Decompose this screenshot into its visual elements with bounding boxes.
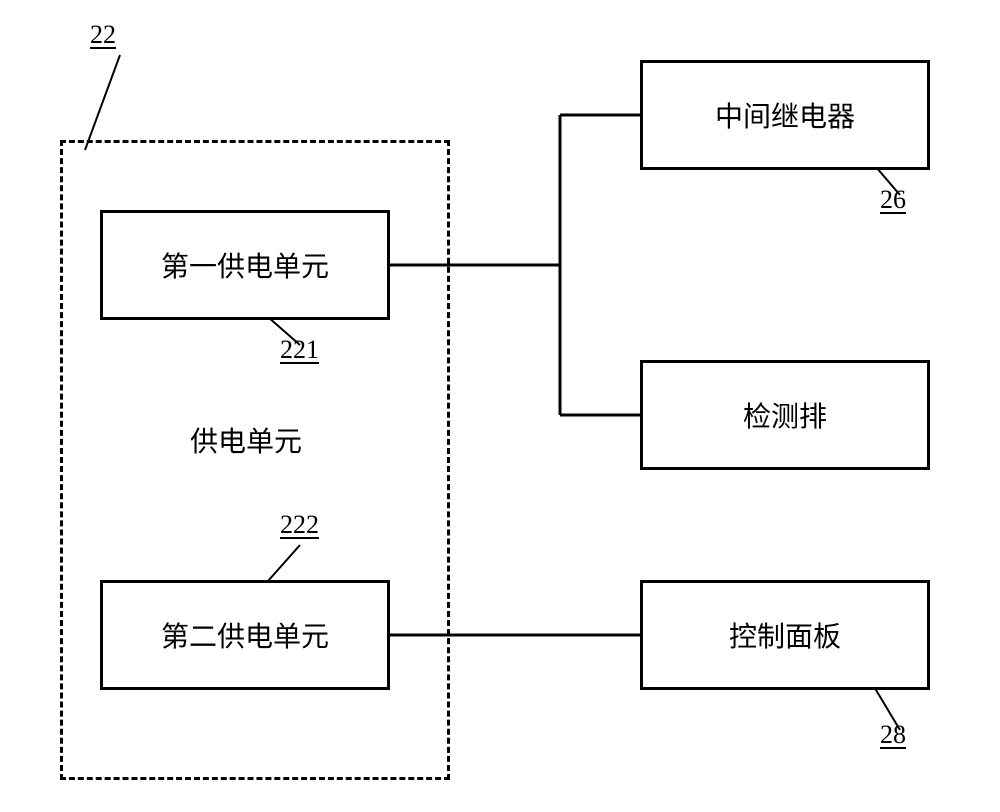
box-relay-label: 中间继电器 (715, 95, 855, 135)
ref-221: 221 (280, 335, 319, 365)
box-unit2: 第二供电单元 (100, 580, 390, 690)
ref-222: 222 (280, 510, 319, 540)
box-panel-label: 控制面板 (729, 615, 841, 655)
diagram-canvas: 供电单元 22 第一供电单元 221 第二供电单元 222 中间继电器 26 检… (0, 0, 1000, 812)
ref-22: 22 (90, 20, 116, 50)
box-relay: 中间继电器 (640, 60, 930, 170)
leader-22 (85, 55, 120, 150)
box-unit2-label: 第二供电单元 (161, 615, 329, 655)
power-supply-title: 供电单元 (190, 420, 302, 460)
box-panel: 控制面板 (640, 580, 930, 690)
box-unit1-label: 第一供电单元 (161, 245, 329, 285)
box-detect: 检测排 (640, 360, 930, 470)
box-detect-label: 检测排 (743, 395, 827, 435)
box-unit1: 第一供电单元 (100, 210, 390, 320)
ref-26: 26 (880, 185, 906, 215)
ref-28: 28 (880, 720, 906, 750)
